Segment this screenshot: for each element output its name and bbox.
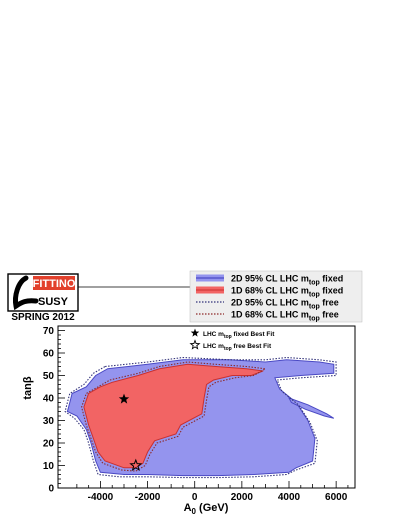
legend-box — [189, 270, 363, 323]
legend-entry-label: 1D 68% CL LHC mtop free — [231, 310, 339, 323]
y-tick-label: 50 — [43, 371, 55, 382]
x-tick-label: -2000 — [135, 492, 161, 503]
outline-2d-95-free — [64, 356, 337, 479]
y-tick-label: 60 — [43, 349, 55, 360]
x-tick-label: 4000 — [278, 492, 301, 503]
marker-legend: LHC mtop fixed Best Fit LHC mtop free Bes… — [189, 328, 275, 352]
region-2d-95-fixed-island — [287, 397, 335, 419]
y-tick-label: 40 — [43, 394, 55, 405]
plot: LHC mtop fixed Best Fit LHC mtop free Bes… — [22, 325, 356, 516]
marker-legend-label: LHC mtop fixed Best Fit — [203, 331, 275, 340]
outline-1d-68-free — [81, 361, 268, 472]
logo-top-band — [33, 276, 75, 290]
x-tick-label: 0 — [192, 492, 198, 503]
best-fit-markers — [118, 393, 143, 472]
marker-legend-filled-star-icon — [190, 328, 200, 337]
x-tick-label: 6000 — [325, 492, 348, 503]
logo-brand-bottom: SUSY — [38, 296, 69, 308]
region-1d-68-fixed — [83, 363, 264, 469]
marker-legend-open-star-icon — [189, 339, 201, 350]
x-axis-ticks: -4000 -2000 0 2000 4000 6000 — [76, 481, 349, 503]
logo-l-script-icon — [13, 275, 39, 311]
marker-legend-label: LHC mtop free Best Fit — [203, 343, 272, 352]
y-tick-label: 30 — [43, 416, 55, 427]
x-tick-label: -4000 — [88, 492, 114, 503]
legend-entry-label: 2D 95% CL LHC mtop free — [231, 298, 339, 311]
fittino-logo: FITTINO SUSY SPRING 2012 — [7, 273, 190, 323]
x-axis-label: A0 (GeV) — [184, 502, 229, 516]
y-axis-label: tanβ — [22, 376, 34, 400]
y-tick-label: 70 — [43, 326, 55, 337]
best-fit-fixed-star-icon — [118, 393, 130, 404]
best-fit-free-star-icon — [129, 458, 143, 472]
y-tick-label: 10 — [43, 461, 55, 472]
y-axis-ticks: 0 10 20 30 40 50 60 70 — [43, 325, 65, 495]
y-tick-label: 0 — [48, 484, 54, 495]
legend-entry-label: 2D 95% CL LHC mtop fixed — [231, 274, 343, 287]
contour-regions — [64, 356, 337, 479]
x-tick-label: 2000 — [231, 492, 254, 503]
y-tick-label: 20 — [43, 439, 55, 450]
logo-caption: SPRING 2012 — [11, 312, 75, 323]
legend-entry-label: 1D 68% CL LHC mtop fixed — [231, 286, 343, 299]
logo-brand-top: FITTINO — [33, 278, 76, 290]
